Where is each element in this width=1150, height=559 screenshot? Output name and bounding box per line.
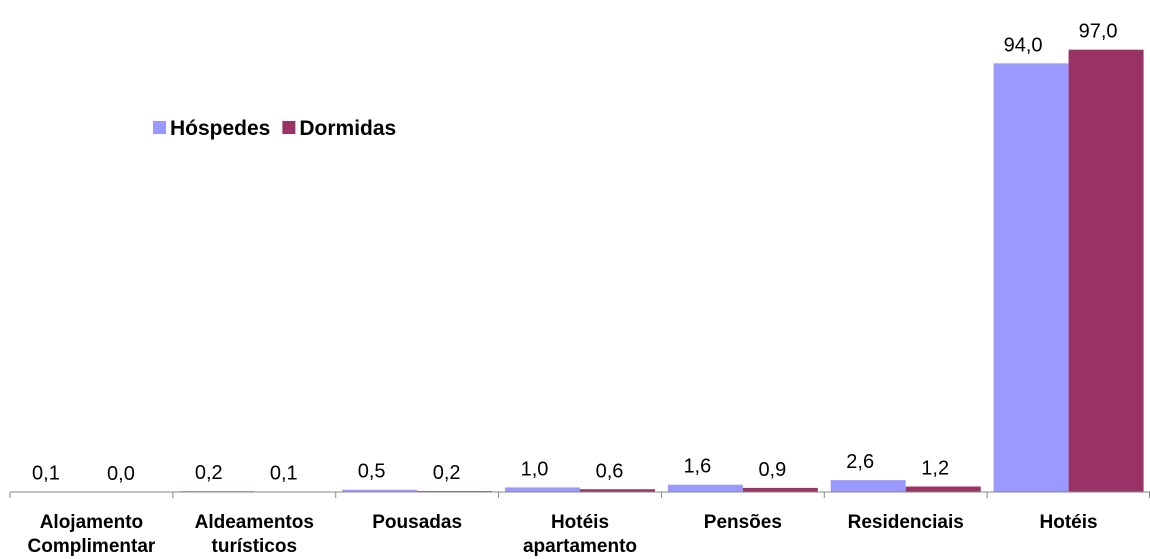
bar <box>580 489 655 492</box>
value-label: 0,2 <box>195 462 223 484</box>
legend-label: Dormidas <box>299 117 396 140</box>
legend-label: Hóspedes <box>170 117 270 140</box>
x-tick-label: Pensões <box>704 512 782 533</box>
value-label: 94,0 <box>1004 34 1043 56</box>
value-label: 0,2 <box>433 462 461 484</box>
value-label: 2,6 <box>846 451 874 473</box>
bar <box>342 489 418 492</box>
x-tick-label: Pousadas <box>372 512 462 533</box>
value-label: 1,2 <box>921 458 949 480</box>
x-tick-label: Alojamento Complimentar <box>28 512 156 557</box>
value-label: 0,5 <box>358 461 386 483</box>
value-label: 1,0 <box>521 458 549 480</box>
bar <box>1068 49 1144 493</box>
value-label: 0,1 <box>270 463 298 485</box>
value-label: 1,6 <box>683 456 711 478</box>
legend-swatch <box>282 121 296 134</box>
value-label: 0,9 <box>758 459 786 481</box>
bar <box>993 63 1069 493</box>
bar <box>830 480 906 492</box>
x-tick-label: Hotéis <box>1040 512 1098 533</box>
value-label: 97,0 <box>1079 21 1118 43</box>
bar <box>905 486 981 492</box>
bar <box>742 487 818 492</box>
bar <box>667 484 743 492</box>
value-label: 0,0 <box>107 463 135 485</box>
bar <box>505 487 580 492</box>
value-label: 0,1 <box>32 463 60 485</box>
value-label: 0,6 <box>596 460 624 482</box>
x-tick-label: Aldeamentos turísticos <box>195 512 314 557</box>
x-tick-label: Hotéis apartamento <box>523 512 637 557</box>
legend-swatch <box>153 121 166 134</box>
x-tick-label: Residenciais <box>848 512 964 533</box>
